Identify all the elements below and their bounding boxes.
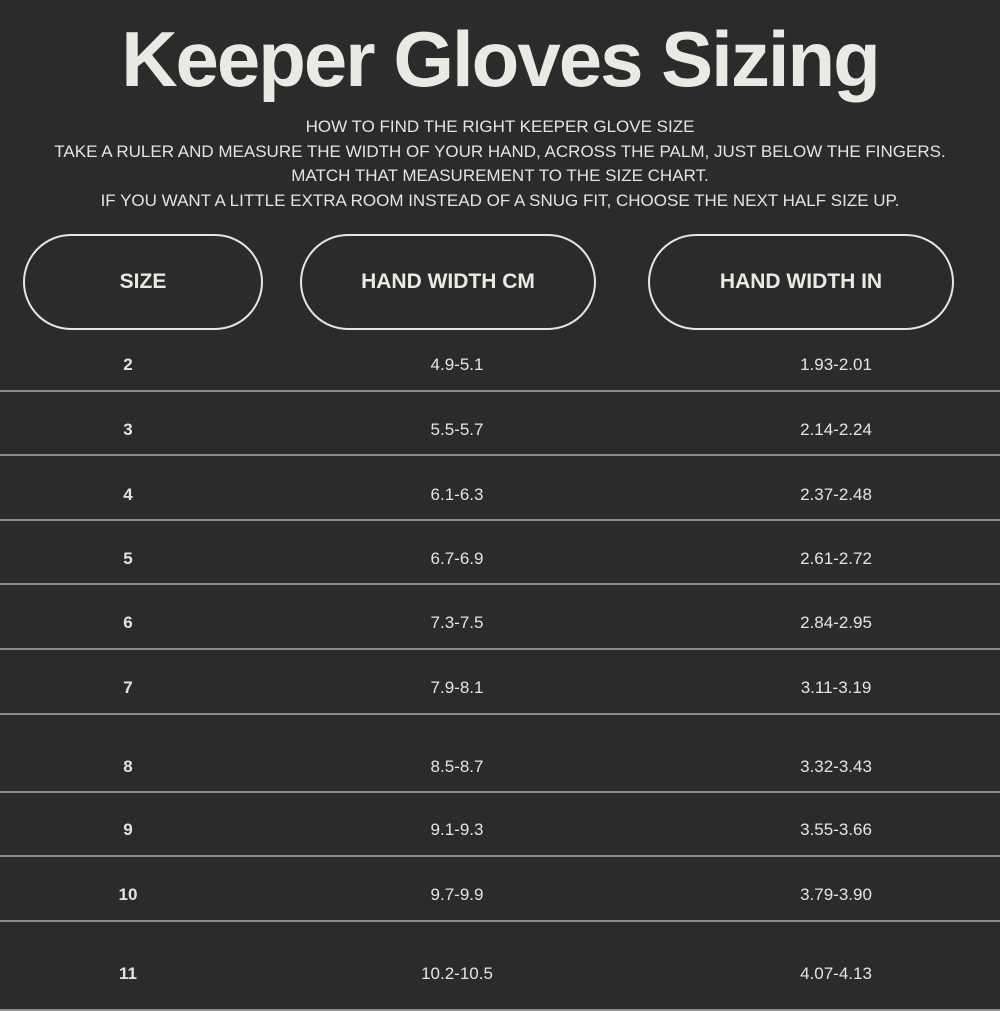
- in-cell: 2.84-2.95: [800, 613, 872, 632]
- cm-cell: 5.5-5.7: [430, 420, 484, 439]
- size-cell: 11: [119, 964, 137, 983]
- in-cell: 3.11-3.19: [800, 678, 872, 697]
- size-cell: 6: [123, 613, 133, 632]
- cm-cell: 9.1-9.3: [430, 820, 484, 839]
- header-size: SIZE: [23, 234, 263, 330]
- in-cell: 3.55-3.66: [800, 820, 872, 839]
- table-row: 5 6.7-6.9 2.61-2.72: [0, 520, 1000, 585]
- in-cell: 2.14-2.24: [800, 420, 872, 439]
- size-cell: 5: [123, 549, 133, 568]
- instruction-line: HOW TO FIND THE RIGHT KEEPER GLOVE SIZE: [305, 117, 695, 136]
- table-row: 7 7.9-8.1 3.11-3.19: [0, 649, 1000, 715]
- cm-cell: 9.7-9.9: [430, 885, 484, 904]
- table-row: 2 4.9-5.1 1.93-2.01: [0, 332, 1000, 392]
- header-hand-width-in: HAND WIDTH IN: [648, 234, 954, 330]
- size-cell: 9: [123, 820, 133, 839]
- size-cell: 4: [123, 485, 133, 504]
- in-cell: 3.79-3.90: [800, 885, 872, 904]
- size-cell: 7: [123, 678, 133, 697]
- cm-cell: 6.7-6.9: [430, 549, 484, 568]
- table-row: 8 8.5-8.7 3.32-3.43: [0, 714, 1000, 793]
- in-cell: 3.32-3.43: [800, 757, 872, 776]
- cm-cell: 10.2-10.5: [421, 964, 493, 983]
- size-cell: 3: [123, 420, 133, 439]
- in-cell: 2.37-2.48: [800, 485, 872, 504]
- table-row: 4 6.1-6.3 2.37-2.48: [0, 455, 1000, 521]
- table-row: 3 5.5-5.7 2.14-2.24: [0, 391, 1000, 456]
- instruction-line: MATCH THAT MEASUREMENT TO THE SIZE CHART…: [291, 166, 709, 185]
- size-cell: 10: [118, 885, 138, 904]
- instruction-line: TAKE A RULER AND MEASURE THE WIDTH OF YO…: [54, 141, 946, 161]
- cm-cell: 4.9-5.1: [430, 355, 484, 374]
- instructions: HOW TO FIND THE RIGHT KEEPER GLOVE SIZE …: [0, 115, 1000, 213]
- cm-cell: 6.1-6.3: [430, 485, 484, 504]
- size-cell: 8: [123, 757, 133, 776]
- header-hand-width-cm: HAND WIDTH CM: [300, 234, 596, 330]
- table-row: 9 9.1-9.3 3.55-3.66: [0, 792, 1000, 857]
- size-cell: 2: [123, 355, 133, 374]
- cm-cell: 7.9-8.1: [430, 678, 484, 697]
- table-row: 6 7.3-7.5 2.84-2.95: [0, 584, 1000, 650]
- page-title: Keeper Gloves Sizing: [121, 15, 881, 103]
- table-row: 10 9.7-9.9 3.79-3.90: [0, 856, 1000, 922]
- in-cell: 1.93-2.01: [800, 355, 872, 374]
- in-cell: 2.61-2.72: [800, 549, 872, 568]
- cm-cell: 7.3-7.5: [430, 613, 484, 632]
- cm-cell: 8.5-8.7: [430, 757, 484, 776]
- instruction-line: IF YOU WANT A LITTLE EXTRA ROOM INSTEAD …: [100, 190, 900, 210]
- table-row: 11 10.2-10.5 4.07-4.13: [0, 921, 1000, 1011]
- in-cell: 4.07-4.13: [800, 964, 872, 983]
